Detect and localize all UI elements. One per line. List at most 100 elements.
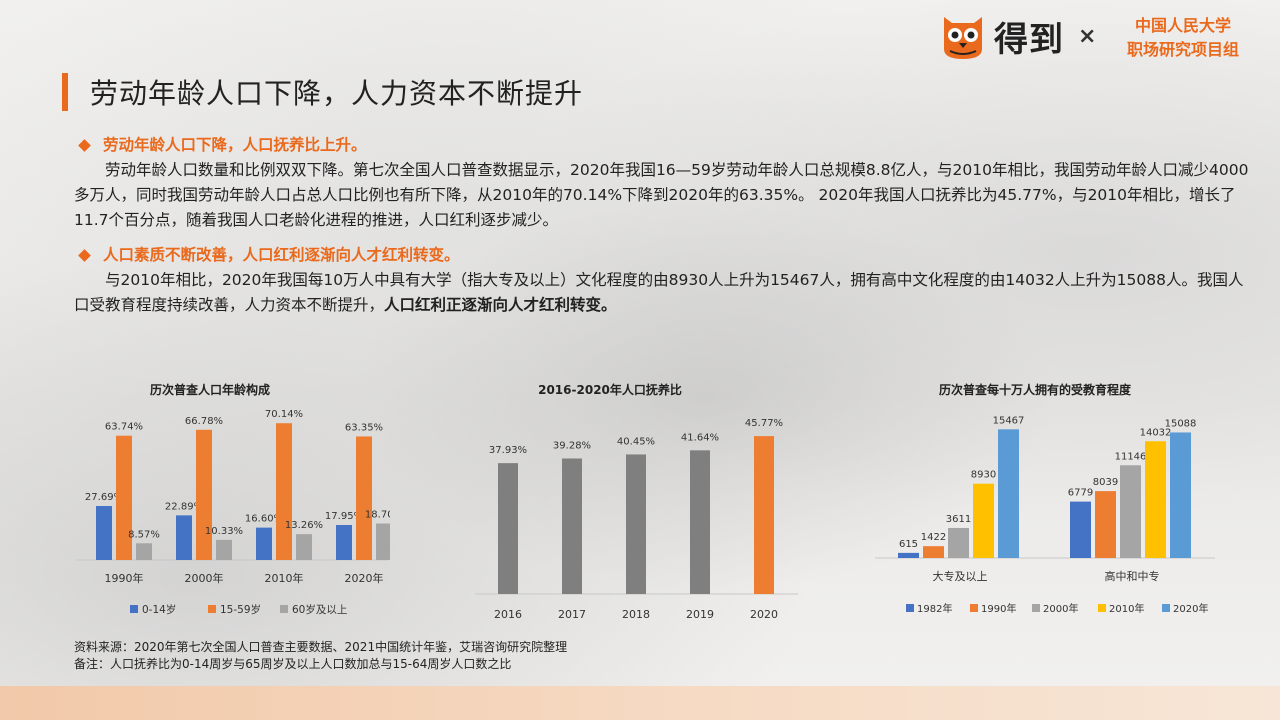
times-sign: × [1078,23,1097,49]
data-label: 8.57% [128,529,160,540]
bar [690,450,710,594]
legend-swatch [1032,604,1040,612]
bar [256,527,272,560]
bar [376,523,390,560]
title-accent-bar [62,73,68,111]
page-title: 劳动年龄人口下降，人力资本不断提升 [90,77,584,110]
data-label: 1422 [921,532,946,543]
remark-note: 备注：人口抚养比为0-14周岁与65周岁及以上人口数加总与15-64周岁人口数之… [74,657,512,671]
bar [276,423,292,560]
x-tick-label: 2020年 [345,571,384,585]
legend-label: 2020年 [1173,602,1208,615]
footnote: 资料来源：2020年第七次全国人口普查主要数据、2021中国统计年鉴，艾瑞咨询研… [74,639,567,673]
partner-name: 中国人民大学 职场研究项目组 [1118,14,1248,62]
bar [923,546,944,558]
owl-icon [944,17,982,59]
data-label: 18.70% [365,510,390,521]
legend-label: 1982年 [917,602,952,615]
bar [356,436,372,560]
x-tick-label: 大专及以上 [933,569,988,583]
x-tick-label: 2010年 [265,571,304,585]
section-heading-text: 人口素质不断改善，人口红利逐渐向人才红利转变。 [103,246,460,264]
bar [1070,501,1091,558]
bar [973,483,994,558]
legend-swatch [208,605,216,613]
legend-label: 1990年 [981,602,1016,615]
bar [196,429,212,560]
data-label: 15088 [1165,418,1197,429]
section-heading: 劳动年龄人口下降，人口抚养比上升。 [74,133,1254,158]
data-label: 45.77% [745,418,783,429]
bar [626,454,646,594]
data-label: 39.28% [553,440,591,451]
bar [1120,465,1141,558]
legend-label: 2010年 [1109,602,1144,615]
chart-title: 历次普查每十万人拥有的受教育程度 [939,382,1132,397]
dedao-logo: 得到 × [940,10,1096,62]
legend-swatch [280,605,288,613]
bar [1095,491,1116,558]
data-label: 16.60% [245,514,283,525]
data-label: 14032 [1140,427,1172,438]
legend-swatch [1098,604,1106,612]
bar [136,543,152,560]
bar [176,515,192,560]
x-tick-label: 2018 [622,608,650,621]
data-label: 615 [899,539,918,550]
bar [898,552,919,558]
section-heading-text: 劳动年龄人口下降，人口抚养比上升。 [103,136,367,154]
legend-swatch [130,605,138,613]
x-tick-label: 2019 [686,608,714,621]
data-label: 37.93% [489,445,527,456]
data-label: 10.33% [205,526,243,537]
data-label: 11146 [1115,451,1147,462]
chart-title: 历次普查人口年龄构成 [150,382,270,397]
source-note: 资料来源：2020年第七次全国人口普查主要数据、2021中国统计年鉴，艾瑞咨询研… [74,640,568,654]
data-label: 3611 [946,514,971,525]
footer-band [0,686,1280,720]
data-label: 22.89% [165,501,203,512]
data-label: 66.78% [185,416,223,427]
legend-label: 60岁及以上 [292,603,347,616]
legend-swatch [906,604,914,612]
bar [998,429,1019,558]
legend-label: 2000年 [1043,602,1078,615]
section-body-text: 与2010年相比，2020年我国每10万人中具有大学（指大专及以上）文化程度的由… [74,271,1244,314]
logo-text: 得到 [994,19,1064,60]
legend-swatch [1162,604,1170,612]
bar [296,534,312,560]
data-label: 15467 [993,415,1025,426]
age-structure-chart: 历次普查人口年龄构成 27.69% 63.74% 8.57% 1990年 22.89% 66… [75,382,390,616]
section-body: 劳动年龄人口数量和比例双双下降。第七次全国人口普查数据显示，2020年我国16—… [74,161,1249,229]
legend-swatch [970,604,978,612]
x-tick-label: 高中和中专 [1105,569,1160,583]
x-tick-label: 2020 [750,608,778,621]
data-label: 63.35% [345,422,383,433]
data-label: 17.95% [325,511,363,522]
legend-label: 15-59岁 [220,603,261,616]
bar [1145,441,1166,558]
bar [1170,432,1191,558]
bullet-diamond-icon [78,249,91,262]
bar [948,527,969,558]
bar [116,435,132,560]
data-label: 6779 [1068,488,1093,499]
bullet-diamond-icon [78,139,91,152]
data-label: 8039 [1093,477,1118,488]
bar [498,463,518,594]
bar [216,539,232,560]
legend-label: 0-14岁 [142,603,176,616]
partner-line-2: 职场研究项目组 [1126,40,1239,59]
x-tick-label: 2000年 [185,571,224,585]
data-label: 13.26% [285,520,323,531]
partner-line-1: 中国人民大学 [1134,16,1231,35]
data-label: 8930 [971,470,996,481]
data-label: 41.64% [681,432,719,443]
bar [96,506,112,560]
chart-title: 2016-2020年人口抚养比 [538,382,682,397]
section-labor: 劳动年龄人口下降，人口抚养比上升。 劳动年龄人口数量和比例双双下降。第七次全国人… [74,133,1254,233]
x-tick-label: 2017 [558,608,586,621]
section-heading: 人口素质不断改善，人口红利逐渐向人才红利转变。 [74,243,1254,268]
